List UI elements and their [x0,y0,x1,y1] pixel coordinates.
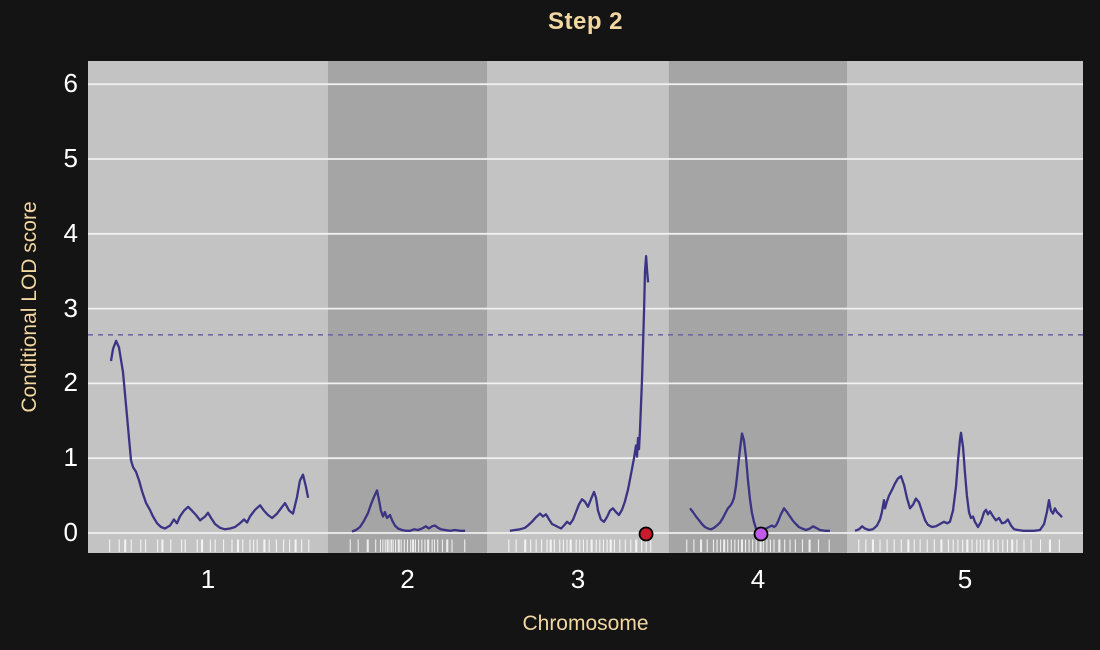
chromosome-band-1 [88,61,328,553]
lod-curve-chr3 [509,255,650,532]
x-tick-label-chr1: 1 [200,564,216,594]
lod-curve-chr5 [854,431,1063,532]
x-tick-label-chr5: 5 [957,564,973,594]
chromosome-band-3 [486,61,669,553]
chromosome-band-4 [668,61,847,553]
y-tick-label-3: 3 [63,292,78,323]
y-tick-label-0: 0 [63,516,78,547]
x-tick-label-chr2: 2 [400,564,415,594]
x-tick-label-chr4: 4 [750,564,766,594]
y-tick-label-1: 1 [63,442,78,473]
violet-point [753,526,769,542]
chromosome-band-2 [327,61,487,553]
plot-title: Step 2 [547,8,624,35]
red-point [638,526,654,542]
lod-curve-chr2 [351,489,466,533]
lod-curve-chr1 [109,339,310,531]
y-tick-label-2: 2 [63,367,78,398]
x-tick-label-chr3: 3 [570,564,586,594]
y-tick-label-6: 6 [63,68,78,99]
y-tick-label-5: 5 [63,142,78,173]
x-axis-label: Chromosome [522,612,649,635]
y-tick-label-4: 4 [63,217,78,248]
lod-curve-chr4 [689,432,830,534]
